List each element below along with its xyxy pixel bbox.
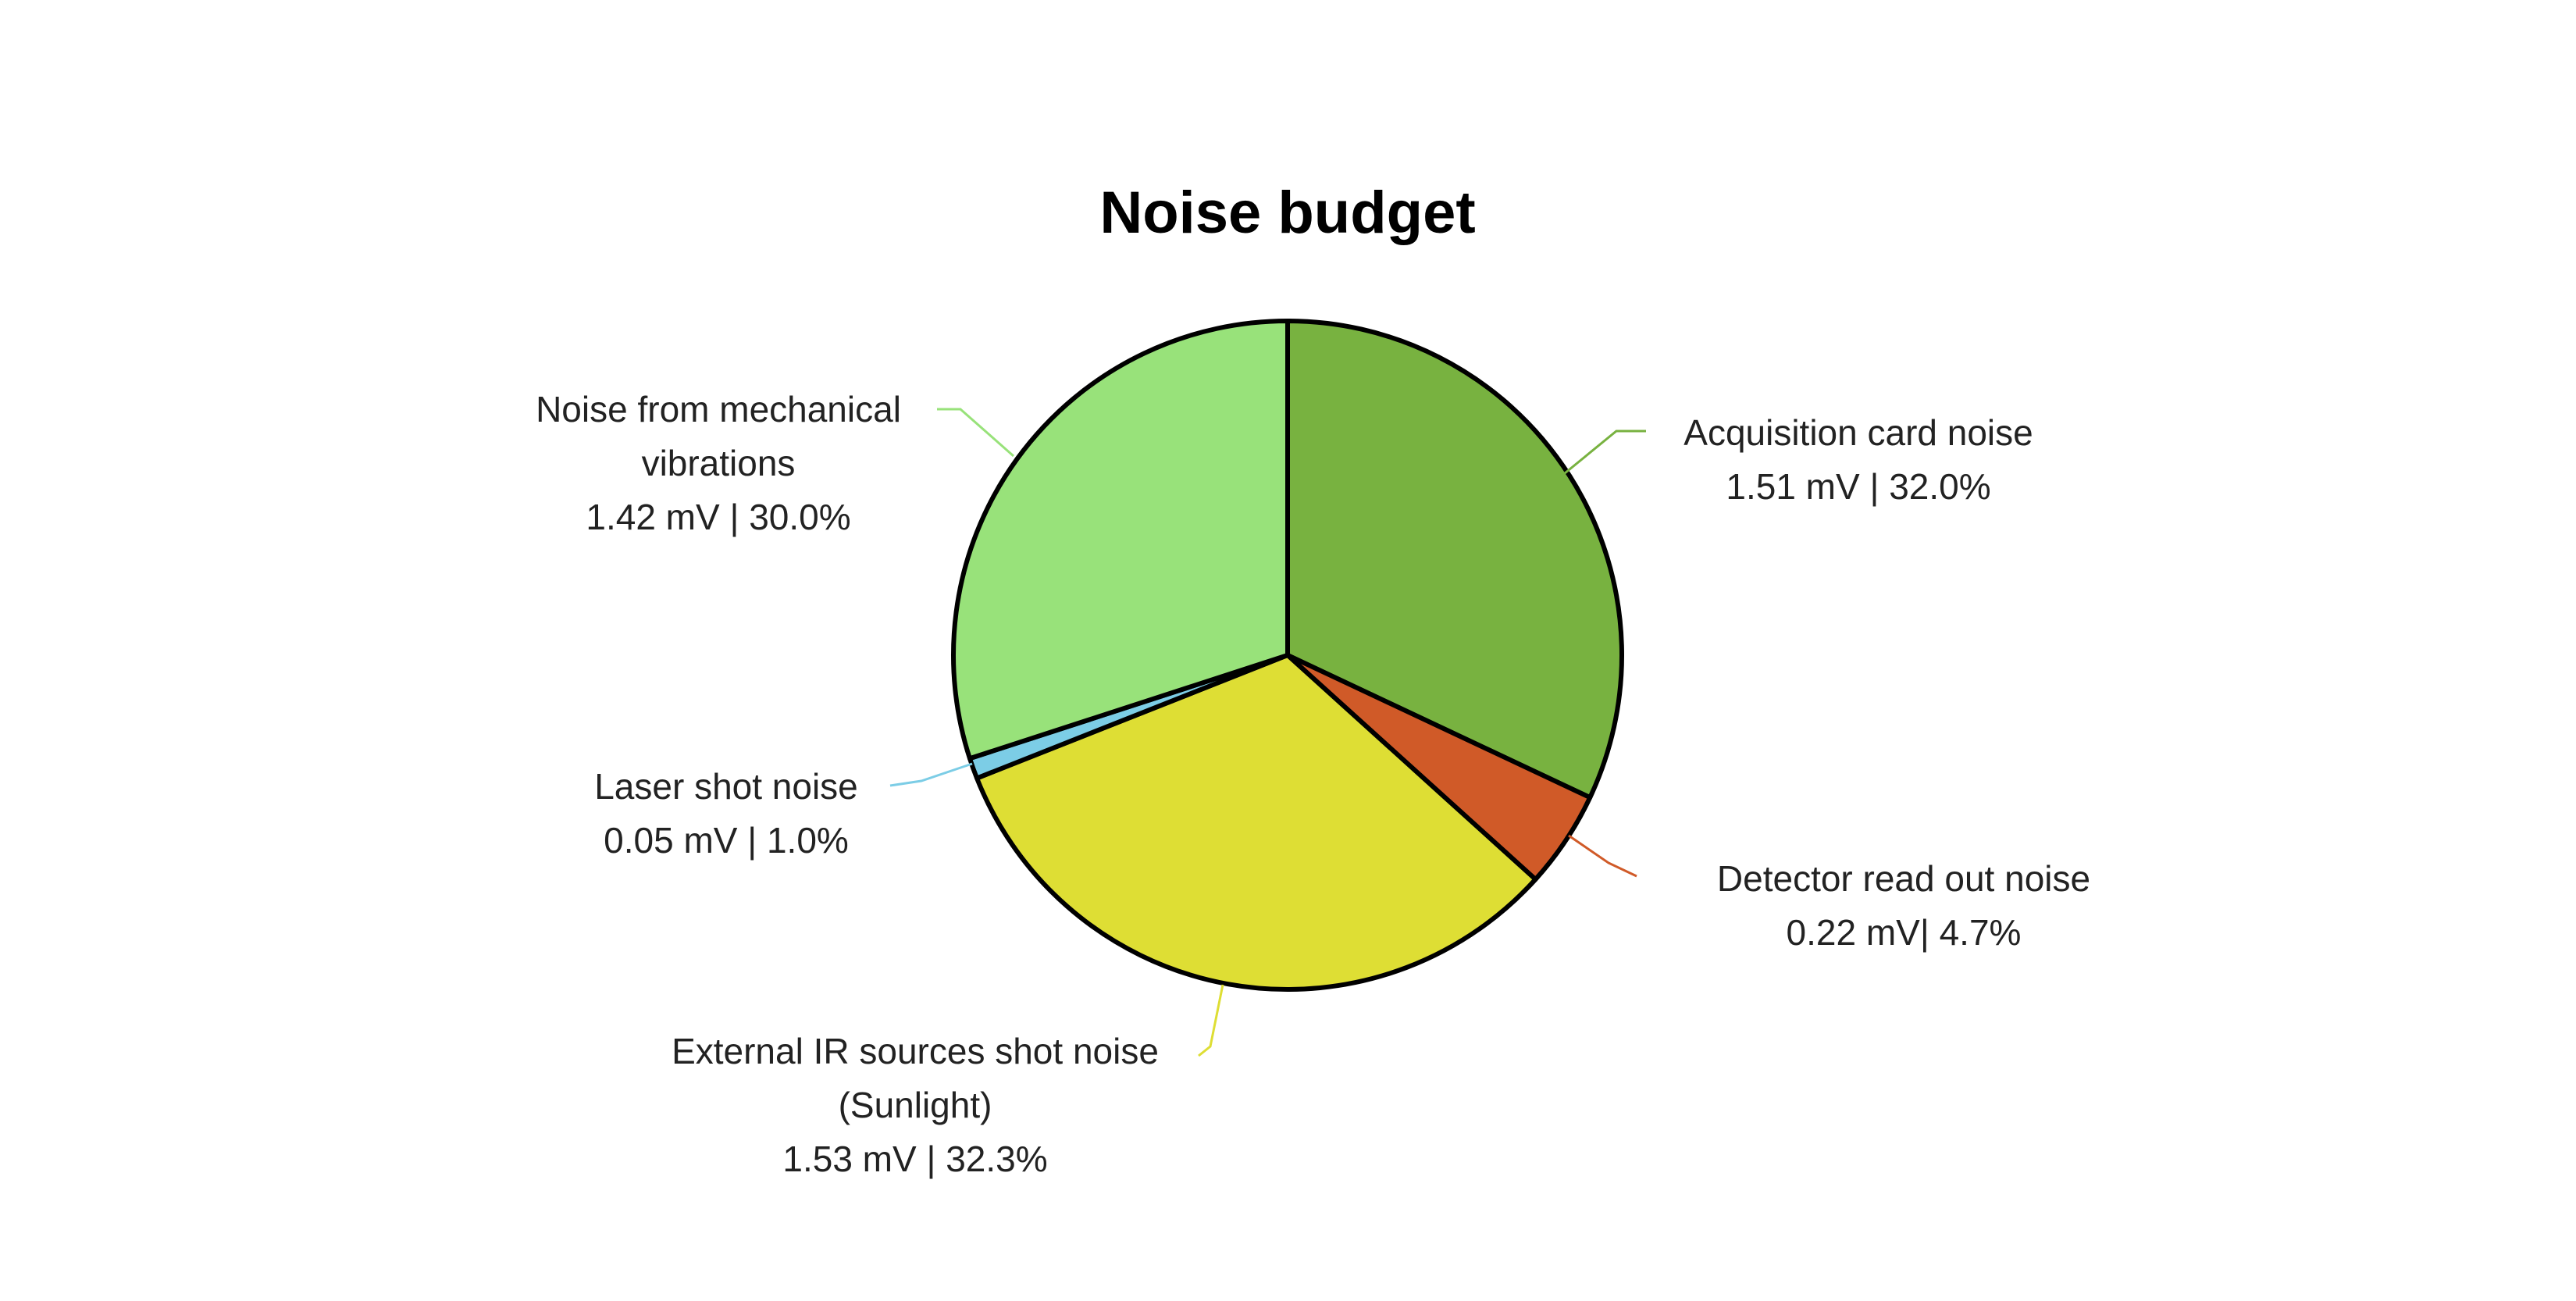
leader-line-acquisition-card-noise [1564, 430, 1646, 475]
data-label-line: 0.05 mV | 1.0% [604, 820, 849, 861]
slice-external-ir-sources-shot-noise-sunlight [974, 653, 1538, 992]
data-label-line: (Sunlight) [839, 1085, 992, 1125]
slice-labels: Acquisition card noise 1.51 mV | 32.0% Det… [536, 389, 2090, 1179]
leader-line-detector-read-out-noise [1568, 834, 1637, 878]
data-label-line: Laser shot noise [594, 766, 858, 807]
data-label-detector-read-out-noise: Detector read out noise 0.22 mV| 4.7% [1717, 858, 2090, 953]
data-label-line: 1.51 mV | 32.0% [1726, 466, 1990, 507]
data-label-line: 0.22 mV| 4.7% [1787, 912, 2022, 953]
data-label-line: Detector read out noise [1717, 858, 2090, 899]
leader-lines [889, 408, 1646, 1057]
data-label-acquisition-card-noise: Acquisition card noise 1.51 mV | 32.0% [1683, 412, 2033, 507]
leader-line-laser-shot-noise [889, 762, 973, 787]
chart-title: Noise budget [1099, 180, 1475, 246]
pie-slices [951, 319, 1625, 992]
leader-line-external-ir-sources-shot-noise-sunlight [1198, 984, 1224, 1057]
data-label-external-ir-sources-shot-noise-sunlight: External IR sources shot noise (Sunlight)… [672, 1031, 1159, 1179]
data-label-laser-shot-noise: Laser shot noise 0.05 mV | 1.0% [594, 766, 858, 861]
data-label-line: 1.42 mV | 30.0% [586, 497, 850, 537]
data-label-line: Noise from mechanical [536, 389, 901, 430]
slice-noise-from-mechanical-vibrations [951, 319, 1290, 761]
data-label-line: External IR sources shot noise [672, 1031, 1159, 1071]
data-label-line: 1.53 mV | 32.3% [782, 1139, 1047, 1179]
data-label-line: Acquisition card noise [1683, 412, 2033, 453]
slice-acquisition-card-noise [1285, 319, 1625, 800]
leader-line-noise-from-mechanical-vibrations [937, 408, 1014, 458]
data-label-line: vibrations [642, 443, 796, 483]
data-label-noise-from-mechanical-vibrations: Noise from mechanical vibrations 1.42 mV |… [536, 389, 901, 537]
